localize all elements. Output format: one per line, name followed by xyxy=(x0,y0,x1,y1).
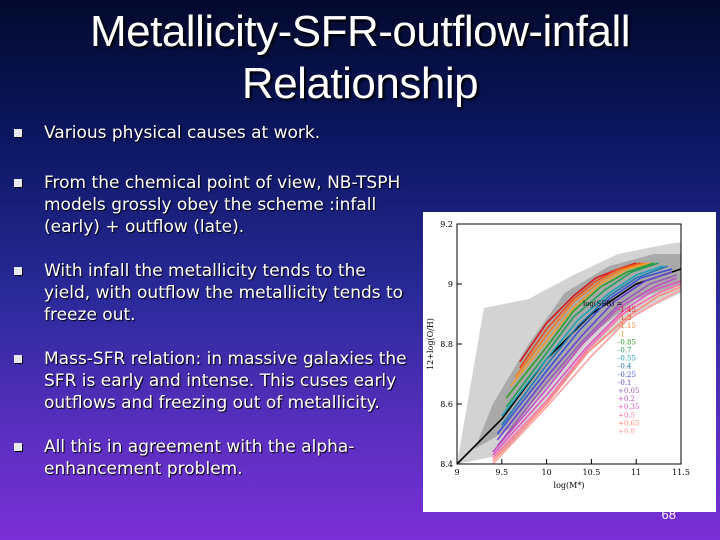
inner-scatter-band xyxy=(474,254,681,449)
bullet-text: From the chemical point of view, NB-TSPH… xyxy=(44,173,401,237)
x-tick-label: 11 xyxy=(631,468,641,477)
bullet-square-icon xyxy=(14,267,22,275)
legend-entry: -1.3 xyxy=(618,314,632,322)
y-tick-label: 8.8 xyxy=(440,340,453,349)
legend-entry: -1.15 xyxy=(618,322,636,330)
metallicity-mass-chart: 9 9.5 10 10.5 11 11.5 8.4 8.6 8.8 9 9.2 log(M*) 12+l… xyxy=(423,212,716,512)
x-tick-label: 11.5 xyxy=(672,468,690,477)
bullet-square-icon xyxy=(14,179,22,187)
bullet-item: Mass-SFR relation: in massive galaxies t… xyxy=(14,348,414,414)
series-line xyxy=(492,277,677,453)
bullet-text: All this in agreement with the alpha-enh… xyxy=(44,437,355,479)
bullet-item: With infall the metallicity tends to the… xyxy=(14,260,414,326)
bullet-text: Mass-SFR relation: in massive galaxies t… xyxy=(44,349,407,413)
bullet-item: Various physical causes at work. xyxy=(14,122,414,144)
chart-svg: 9 9.5 10 10.5 11 11.5 8.4 8.6 8.8 9 9.2 log(M*) 12+l… xyxy=(426,220,690,490)
legend-entry: +0.2 xyxy=(618,395,635,403)
bullet-square-icon xyxy=(14,443,22,451)
slide-title: Metallicity-SFR-outflow-infall Relations… xyxy=(89,7,631,108)
series-line xyxy=(492,286,682,462)
legend-entry: +0.65 xyxy=(618,419,639,427)
bullet-square-icon xyxy=(14,129,22,137)
page-number: 68 xyxy=(661,507,676,522)
legend-entry: -0.25 xyxy=(618,371,636,379)
y-tick-label: 9.2 xyxy=(440,220,453,229)
legend-entry: +0.35 xyxy=(618,403,639,411)
legend-entry: -0.85 xyxy=(618,338,636,346)
bullet-list: Various physical causes at work. From th… xyxy=(14,122,414,480)
bullet-item: From the chemical point of view, NB-TSPH… xyxy=(14,172,414,238)
x-tick-label: 9 xyxy=(454,468,459,477)
series-line xyxy=(496,268,673,435)
x-tick-label: 9.5 xyxy=(495,468,508,477)
series-line xyxy=(496,274,677,447)
legend-entry: +0.5 xyxy=(618,411,635,419)
legend-entry: -0.55 xyxy=(618,355,636,363)
series-line xyxy=(492,283,682,459)
legend-entry: -0.7 xyxy=(618,347,632,355)
legend-entry: -1 xyxy=(618,330,625,338)
legend-entry: -0.1 xyxy=(618,379,632,387)
bullet-square-icon xyxy=(14,355,22,363)
legend-entry: -1.45 xyxy=(618,306,636,314)
series-line xyxy=(501,265,668,426)
y-tick-label: 8.6 xyxy=(440,400,453,409)
series-line xyxy=(505,262,655,399)
bullet-text: Various physical causes at work. xyxy=(44,123,321,143)
series-line xyxy=(492,280,682,456)
series-line xyxy=(496,271,673,441)
y-tick-label: 9 xyxy=(448,280,453,289)
x-axis-label: log(M*) xyxy=(554,481,585,490)
series-line xyxy=(492,289,682,465)
x-tick-label: 10.5 xyxy=(582,468,600,477)
series-line xyxy=(505,262,659,408)
legend-title: log(SFR) = xyxy=(583,300,623,308)
series-line xyxy=(510,262,650,387)
series-line xyxy=(514,262,646,378)
series-line xyxy=(501,265,664,417)
legend-entry: +0.05 xyxy=(618,387,639,395)
legend-entry: +0.8 xyxy=(618,428,635,436)
legend-entry: -0.4 xyxy=(618,363,632,371)
bullet-text: With infall the metallicity tends to the… xyxy=(44,261,404,325)
y-axis-label: 12+log(O/H) xyxy=(426,318,435,370)
bullet-item: All this in agreement with the alpha-enh… xyxy=(14,436,414,480)
y-tick-label: 8.4 xyxy=(440,460,453,469)
series-line xyxy=(519,262,641,369)
x-tick-label: 10 xyxy=(542,468,552,477)
